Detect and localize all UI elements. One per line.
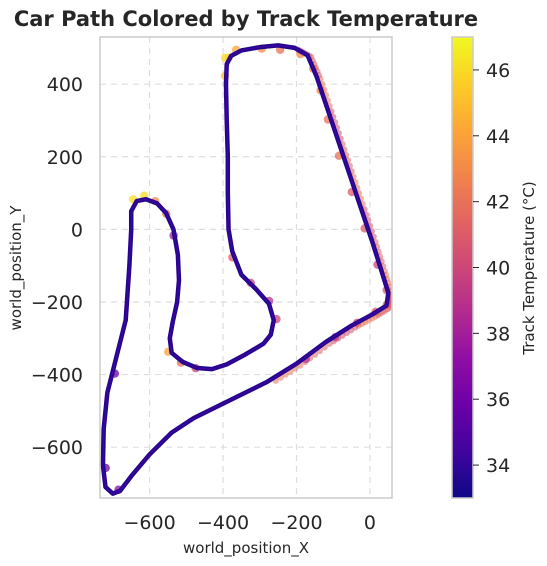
colorbar-tick-label: 40 <box>486 258 510 280</box>
x-tick-label: 0 <box>364 512 376 534</box>
plot-background <box>100 37 392 498</box>
colorbar-ticks: 34 36 38 40 42 44 46 <box>473 60 510 477</box>
x-axis-ticks: −600 −400 −200 0 <box>123 512 376 534</box>
colorbar-tick-label: 46 <box>486 60 510 82</box>
y-tick-label: 0 <box>71 219 83 241</box>
plot-area <box>99 36 393 499</box>
colorbar-tick-label: 42 <box>486 192 510 214</box>
colorbar-tick-label: 34 <box>486 455 510 477</box>
chart-title: Car Path Colored by Track Temperature <box>14 7 478 31</box>
y-tick-label: 200 <box>47 147 83 169</box>
y-tick-label: −600 <box>31 437 83 459</box>
x-axis-label: world_position_X <box>183 539 309 558</box>
x-tick-label: −400 <box>197 512 249 534</box>
colorbar-label: Track Temperature (°C) <box>520 181 538 355</box>
plot-frame <box>99 36 393 499</box>
colorbar-tick-label: 36 <box>486 389 510 411</box>
x-tick-label: −600 <box>123 512 175 534</box>
colorbar-tick-label: 38 <box>486 323 510 345</box>
car-path <box>100 43 392 496</box>
y-tick-label: 400 <box>47 74 83 96</box>
y-tick-label: −400 <box>31 365 83 387</box>
x-tick-label: −200 <box>270 512 322 534</box>
y-tick-label: −200 <box>31 292 83 314</box>
car-path-highlight <box>102 44 389 495</box>
colorbar-tick-label: 44 <box>486 126 510 148</box>
grid <box>100 37 392 498</box>
y-axis-ticks: 400 200 0 −200 −400 −600 <box>31 74 83 459</box>
y-axis-label: world_position_Y <box>7 205 26 331</box>
colorbar-fill <box>452 37 473 498</box>
colorbar: 34 36 38 40 42 44 46 Track Temperature (°C) <box>451 36 538 499</box>
